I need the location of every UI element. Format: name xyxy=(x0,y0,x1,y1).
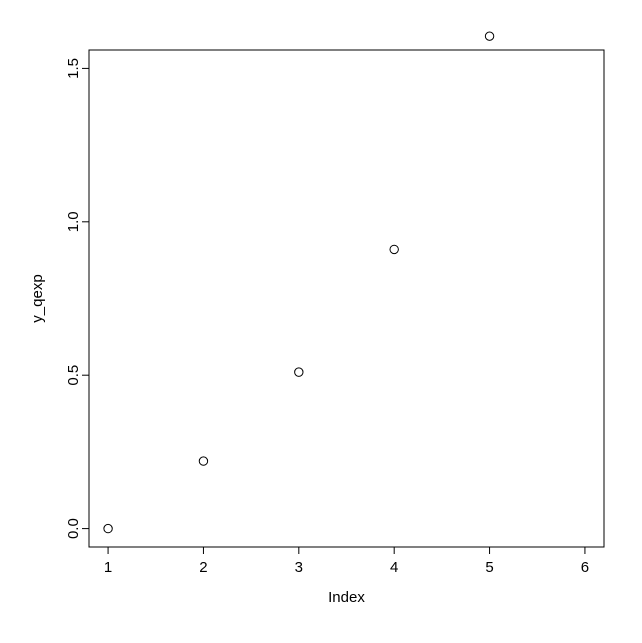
x-tick-label: 3 xyxy=(295,559,303,576)
x-tick-label: 2 xyxy=(199,559,207,576)
y-tick-label: 0.0 xyxy=(65,518,82,539)
y-tick-label: 1.0 xyxy=(65,211,82,232)
scatter-chart: 1 2 3 4 5 6 Index 0.0 0.5 1.0 1.5 y_qexp xyxy=(0,0,642,643)
y-axis-label: y_qexp xyxy=(29,274,46,322)
y-tick-label: 0.5 xyxy=(65,365,82,386)
x-tick-label: 6 xyxy=(581,559,589,576)
x-tick-label: 1 xyxy=(104,559,112,576)
y-tick-label: 1.5 xyxy=(65,58,82,79)
x-axis-label: Index xyxy=(328,589,365,606)
x-tick-label: 5 xyxy=(485,559,493,576)
x-tick-label: 4 xyxy=(390,559,398,576)
